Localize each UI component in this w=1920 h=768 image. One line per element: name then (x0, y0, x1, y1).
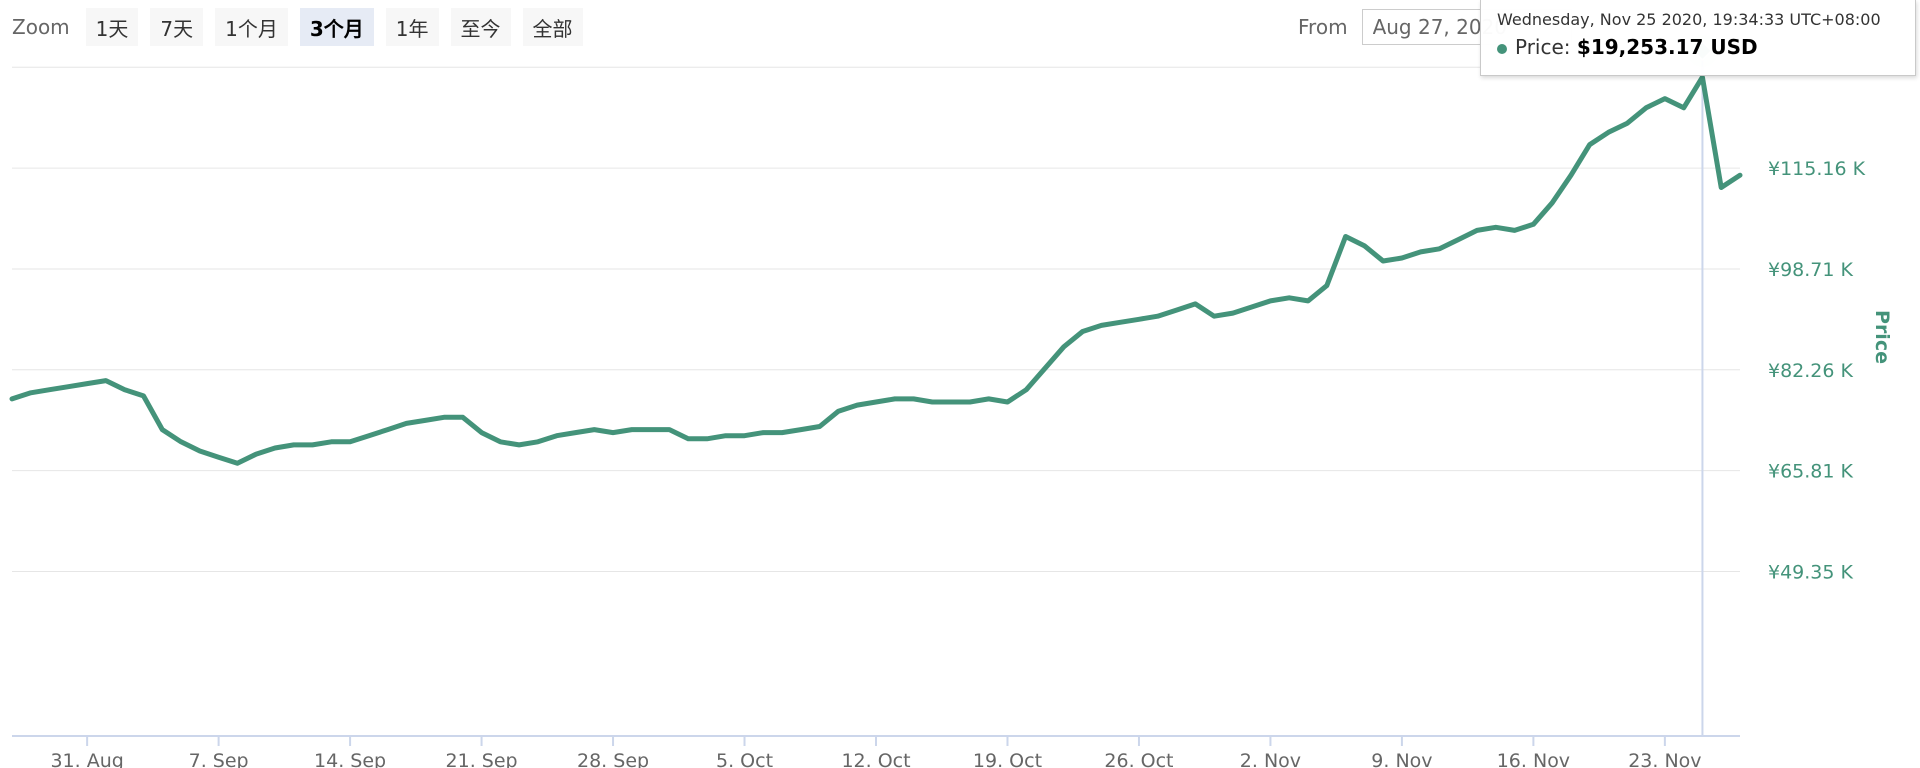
y-tick-label-3: ¥98.71 K (1768, 259, 1854, 281)
x-axis-ticks: 31. Aug 7. Sep 14. Sep 21. Sep 28. Sep 5. Oct… (50, 736, 1702, 768)
x-tick-label-8: 26. Oct (1104, 750, 1173, 768)
zoom-label: Zoom (12, 15, 70, 39)
tooltip-series-dot (1497, 43, 1507, 54)
zoom-ytd-button[interactable]: 至今 (450, 8, 511, 46)
tooltip-date: Wednesday, Nov 25 2020, 19:34:33 UTC+08:… (1497, 10, 1881, 29)
x-tick-label-2: 14. Sep (314, 750, 386, 768)
tooltip-series-name: Price (1515, 35, 1564, 59)
y-tick-label-2: ¥82.26 K (1768, 360, 1854, 382)
y-tick-label-4: ¥115.16 K (1768, 158, 1866, 180)
x-tick-label-11: 16. Nov (1497, 750, 1570, 768)
tooltip-price-row: Price: $19,253.17 USD (1497, 35, 1903, 59)
grid-lines (12, 66, 1740, 572)
zoom-7d-button[interactable]: 7天 (150, 8, 204, 46)
zoom-1d-button[interactable]: 1天 (85, 8, 139, 46)
y-tick-label-0: ¥49.35 K (1768, 561, 1854, 583)
zoom-all-button[interactable]: 全部 (522, 8, 583, 46)
x-tick-label-4: 28. Sep (577, 750, 649, 768)
zoom-1m-button[interactable]: 1个月 (215, 8, 288, 46)
x-tick-label-10: 9. Nov (1371, 750, 1432, 768)
zoom-bar: Zoom 1天 7天 1个月 3个月 1年 至今 全部 (12, 8, 595, 46)
zoom-3m-button[interactable]: 3个月 (299, 8, 374, 46)
tooltip-price-value: $19,253.17 USD (1576, 35, 1758, 59)
x-tick-label-6: 12. Oct (841, 750, 910, 768)
x-tick-label-5: 5. Oct (716, 750, 773, 768)
zoom-1y-button[interactable]: 1年 (385, 8, 439, 46)
x-tick-label-9: 2. Nov (1240, 750, 1301, 768)
x-tick-label-7: 19. Oct (973, 750, 1042, 768)
from-label: From (1298, 15, 1348, 39)
x-tick-label-0: 31. Aug (50, 750, 123, 768)
y-tick-label-1: ¥65.81 K (1768, 461, 1854, 483)
y-axis-title: Price (1871, 310, 1893, 364)
x-tick-label-3: 21. Sep (446, 750, 518, 768)
y-axis-ticks: ¥49.35 K ¥65.81 K ¥82.26 K ¥98.71 K ¥115.16 … (1768, 158, 1866, 583)
x-tick-label-12: 23. Nov (1628, 750, 1701, 768)
price-series-line (9, 74, 1743, 466)
tooltip: Wednesday, Nov 25 2020, 19:34:33 UTC+08:… (1480, 0, 1916, 76)
x-tick-label-1: 7. Sep (189, 750, 249, 768)
